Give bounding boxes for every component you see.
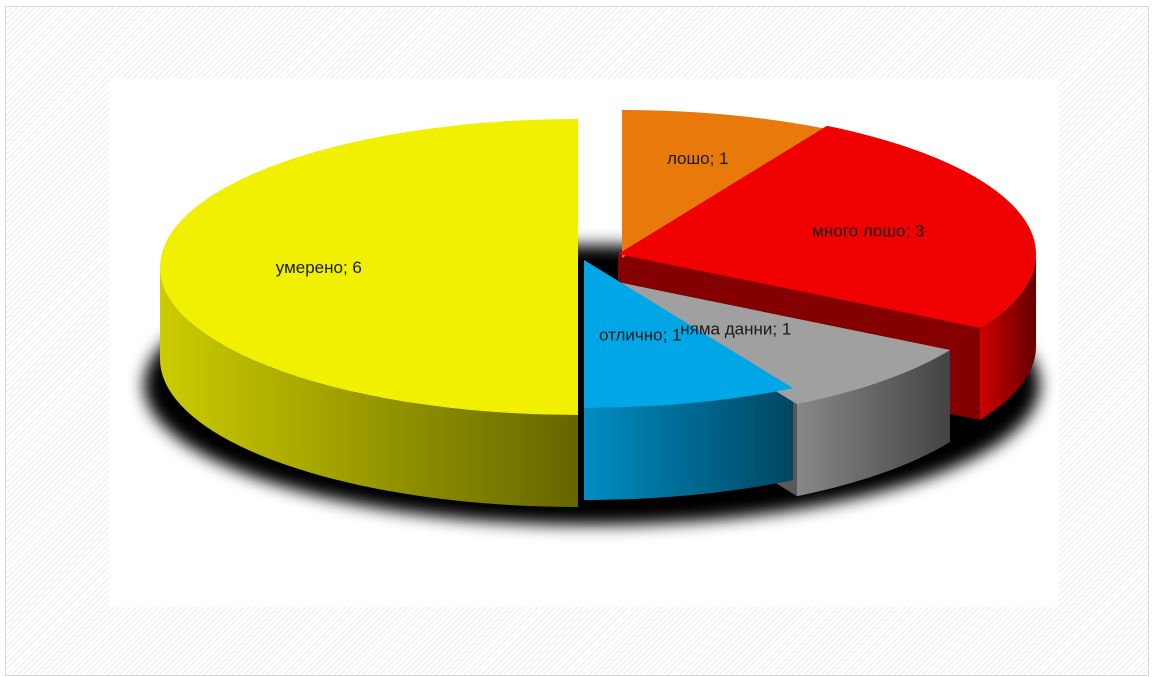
slice-4-outer-wall-1 bbox=[797, 350, 950, 497]
slice-1-label: умерено; 6 bbox=[276, 258, 362, 277]
slice-3-outer-wall-1 bbox=[979, 254, 1036, 420]
slice-3-label: много лошо; 3 bbox=[812, 221, 924, 240]
slice-4-top bbox=[588, 276, 950, 405]
slice-1-top bbox=[160, 119, 578, 415]
slice-5-outer-wall-1 bbox=[584, 388, 793, 500]
slice-5-label: отлично; 1 bbox=[599, 325, 682, 344]
slice-3-top bbox=[618, 125, 1036, 328]
pie-labels: умерено; 6 лошо; 1 много лошо; 3 няма данни… bbox=[276, 149, 925, 344]
pie-tops bbox=[160, 110, 1036, 415]
slice-2-label: лошо; 1 bbox=[667, 149, 729, 168]
slice-1-outer-wall-1 bbox=[160, 267, 578, 507]
slice-4-label: няма данни; 1 bbox=[680, 319, 791, 338]
slice-5-top bbox=[584, 260, 793, 408]
